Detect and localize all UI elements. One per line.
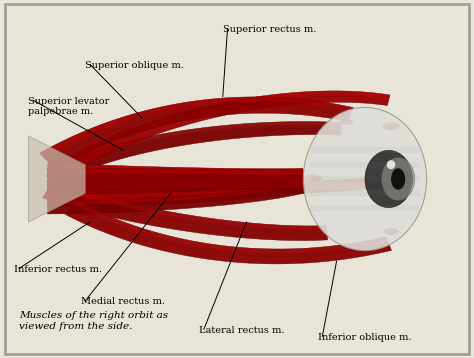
Text: Muscles of the right orbit as
viewed from the side.: Muscles of the right orbit as viewed fro…	[19, 311, 168, 331]
Ellipse shape	[383, 122, 400, 130]
Polygon shape	[310, 205, 420, 211]
Polygon shape	[74, 201, 387, 253]
Polygon shape	[310, 162, 420, 168]
Polygon shape	[47, 168, 303, 175]
Polygon shape	[47, 178, 302, 190]
Polygon shape	[57, 174, 412, 186]
Polygon shape	[65, 201, 392, 264]
Polygon shape	[47, 163, 304, 182]
Polygon shape	[47, 176, 304, 195]
Polygon shape	[47, 183, 302, 204]
Ellipse shape	[384, 228, 398, 235]
Polygon shape	[310, 147, 420, 153]
Text: Lateral rectus m.: Lateral rectus m.	[199, 326, 284, 335]
Polygon shape	[47, 180, 305, 207]
Polygon shape	[40, 97, 353, 157]
Polygon shape	[47, 183, 306, 214]
Polygon shape	[43, 182, 328, 241]
Polygon shape	[51, 91, 390, 178]
Text: Inferior oblique m.: Inferior oblique m.	[318, 333, 411, 342]
Polygon shape	[47, 176, 304, 184]
Text: Superior oblique m.: Superior oblique m.	[85, 61, 184, 70]
Ellipse shape	[391, 168, 405, 190]
Polygon shape	[47, 168, 303, 190]
Polygon shape	[46, 121, 342, 182]
Polygon shape	[48, 163, 303, 172]
Polygon shape	[310, 190, 420, 196]
Polygon shape	[310, 176, 420, 182]
Polygon shape	[46, 121, 342, 172]
Text: Medial rectus m.: Medial rectus m.	[81, 297, 164, 306]
Text: Superior rectus m.: Superior rectus m.	[223, 25, 316, 34]
Polygon shape	[28, 136, 85, 222]
Ellipse shape	[303, 107, 427, 251]
Polygon shape	[40, 97, 353, 169]
Polygon shape	[47, 180, 302, 197]
Text: Inferior rectus m.: Inferior rectus m.	[14, 265, 102, 274]
Ellipse shape	[341, 119, 353, 125]
Ellipse shape	[365, 150, 412, 208]
Polygon shape	[56, 174, 413, 195]
Polygon shape	[50, 182, 327, 229]
Ellipse shape	[382, 158, 415, 200]
Text: Superior levator
palpebrae m.: Superior levator palpebrae m.	[28, 97, 109, 116]
Polygon shape	[47, 178, 305, 199]
Ellipse shape	[303, 175, 322, 183]
Polygon shape	[51, 91, 390, 169]
Ellipse shape	[387, 160, 395, 169]
